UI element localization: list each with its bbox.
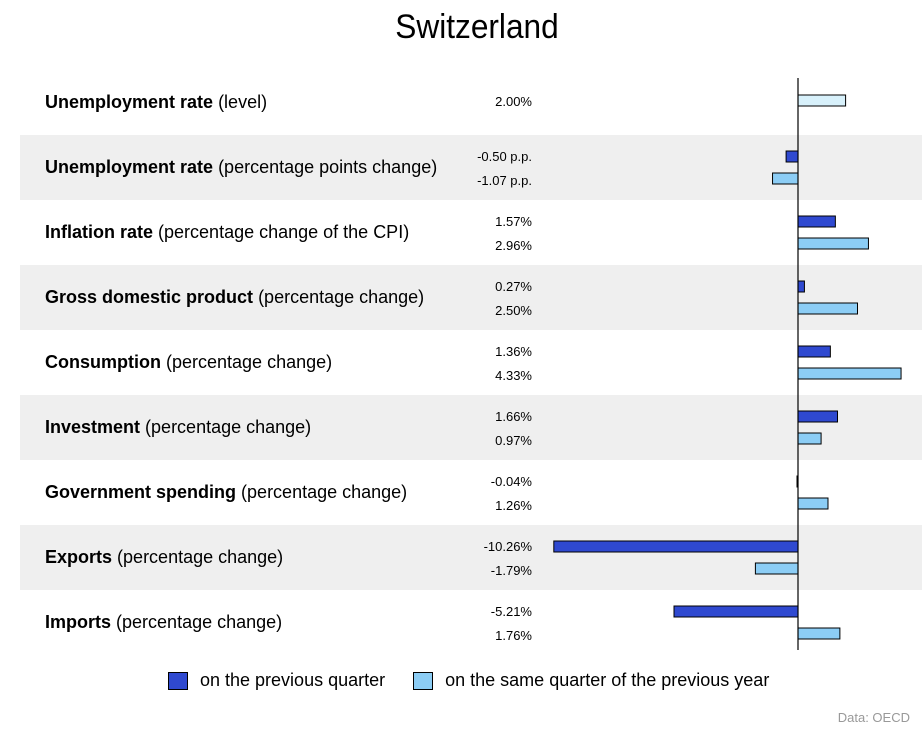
indicator-label: Imports (percentage change): [45, 612, 282, 633]
value-label-previous-quarter: -0.50 p.p.: [477, 149, 532, 164]
data-source: Data: OECD: [837, 710, 910, 725]
value-label-previous-year: -1.79%: [490, 563, 532, 578]
bar-previous-year: [797, 237, 869, 250]
indicator-qualifier: (level): [218, 92, 268, 112]
value-label-previous-quarter: -10.26%: [483, 539, 532, 554]
indicator-qualifier: (percentage change): [117, 547, 284, 567]
indicator-name: Gross domestic product: [45, 287, 254, 307]
indicator-label: Investment (percentage change): [45, 417, 311, 438]
indicator-label: Consumption (percentage change): [45, 352, 332, 373]
bar-previous-year: [797, 627, 841, 640]
bar-previous-year: [797, 432, 822, 445]
indicator-name: Investment: [45, 417, 141, 437]
legend-swatch-previous-year: [413, 671, 434, 690]
bar-previous-year: [772, 172, 799, 185]
bar-previous-quarter: [797, 280, 805, 293]
indicator-name: Unemployment rate: [45, 92, 214, 112]
indicator-name: Unemployment rate: [45, 157, 214, 177]
bar-previous-quarter: [797, 410, 839, 423]
indicator-qualifier: (percentage change): [241, 482, 408, 502]
value-label-previous-year: 1.76%: [495, 628, 532, 643]
bar-previous-year: [754, 562, 799, 575]
indicator-name: Consumption: [45, 352, 161, 372]
value-label-previous-quarter: -5.21%: [490, 604, 532, 619]
bar-previous-quarter: [785, 150, 799, 163]
value-label-previous-quarter: 1.66%: [495, 409, 532, 424]
indicator-row: Government spending (percentage change) -…: [20, 460, 922, 525]
value-label-previous-quarter: -0.04%: [490, 474, 532, 489]
bar-previous-quarter: [797, 345, 831, 358]
legend: on the previous quarter on the same quar…: [168, 670, 797, 691]
chart-title: Switzerland: [395, 8, 559, 46]
legend-label-previous-quarter: on the previous quarter: [200, 670, 386, 690]
bar-previous-year: [797, 367, 902, 380]
legend-item-previous-quarter: on the previous quarter: [168, 670, 385, 691]
value-label-previous-year: -1.07 p.p.: [477, 173, 532, 188]
indicator-name: Imports: [45, 612, 112, 632]
bar-previous-year: [797, 497, 829, 510]
value-label-previous-year: 1.26%: [495, 498, 532, 513]
indicator-qualifier: (percentage change): [166, 352, 333, 372]
value-label-previous-quarter: 1.57%: [495, 214, 532, 229]
indicator-label: Exports (percentage change): [45, 547, 283, 568]
bar-level: [797, 94, 847, 107]
indicator-qualifier: (percentage change): [116, 612, 283, 632]
value-label-previous-quarter: 1.36%: [495, 344, 532, 359]
indicator-row: Investment (percentage change) 1.66% 0.97%: [20, 395, 922, 460]
value-label-previous-year: 2.96%: [495, 238, 532, 253]
indicator-name: Government spending: [45, 482, 237, 502]
indicator-qualifier: (percentage change): [145, 417, 312, 437]
legend-item-previous-year: on the same quarter of the previous year: [413, 670, 769, 691]
indicator-row: Inflation rate (percentage change of the…: [20, 200, 922, 265]
indicator-row: Imports (percentage change) -5.21% 1.76%: [20, 590, 922, 655]
indicator-qualifier: (percentage change of the CPI): [158, 222, 410, 242]
bar-previous-year: [797, 302, 858, 315]
value-label: 2.00%: [495, 94, 532, 109]
indicator-row: Unemployment rate (percentage points cha…: [20, 135, 922, 200]
indicator-row: Consumption (percentage change) 1.36% 4.33…: [20, 330, 922, 395]
indicator-label: Gross domestic product (percentage chang…: [45, 287, 424, 308]
indicator-name: Inflation rate: [45, 222, 154, 242]
value-label-previous-year: 4.33%: [495, 368, 532, 383]
indicator-label: Inflation rate (percentage change of the…: [45, 222, 409, 243]
indicator-label: Government spending (percentage change): [45, 482, 407, 503]
bar-previous-quarter: [797, 215, 836, 228]
bar-previous-quarter: [553, 540, 799, 553]
indicator-qualifier: (percentage change): [258, 287, 425, 307]
bar-previous-quarter: [673, 605, 799, 618]
legend-label-previous-year: on the same quarter of the previous year: [445, 670, 770, 690]
indicator-row: Exports (percentage change) -10.26% -1.79%: [20, 525, 922, 590]
indicator-row: Unemployment rate (level) 2.00%: [20, 70, 922, 135]
legend-swatch-previous-quarter: [168, 671, 188, 690]
value-label-previous-year: 2.50%: [495, 303, 532, 318]
value-label-previous-year: 0.97%: [495, 433, 532, 448]
indicator-name: Exports: [45, 547, 113, 567]
value-label-previous-quarter: 0.27%: [495, 279, 532, 294]
indicator-row: Gross domestic product (percentage chang…: [20, 265, 922, 330]
indicator-qualifier: (percentage points change): [218, 157, 438, 177]
indicator-label: Unemployment rate (percentage points cha…: [45, 157, 437, 178]
indicator-label: Unemployment rate (level): [45, 92, 267, 113]
